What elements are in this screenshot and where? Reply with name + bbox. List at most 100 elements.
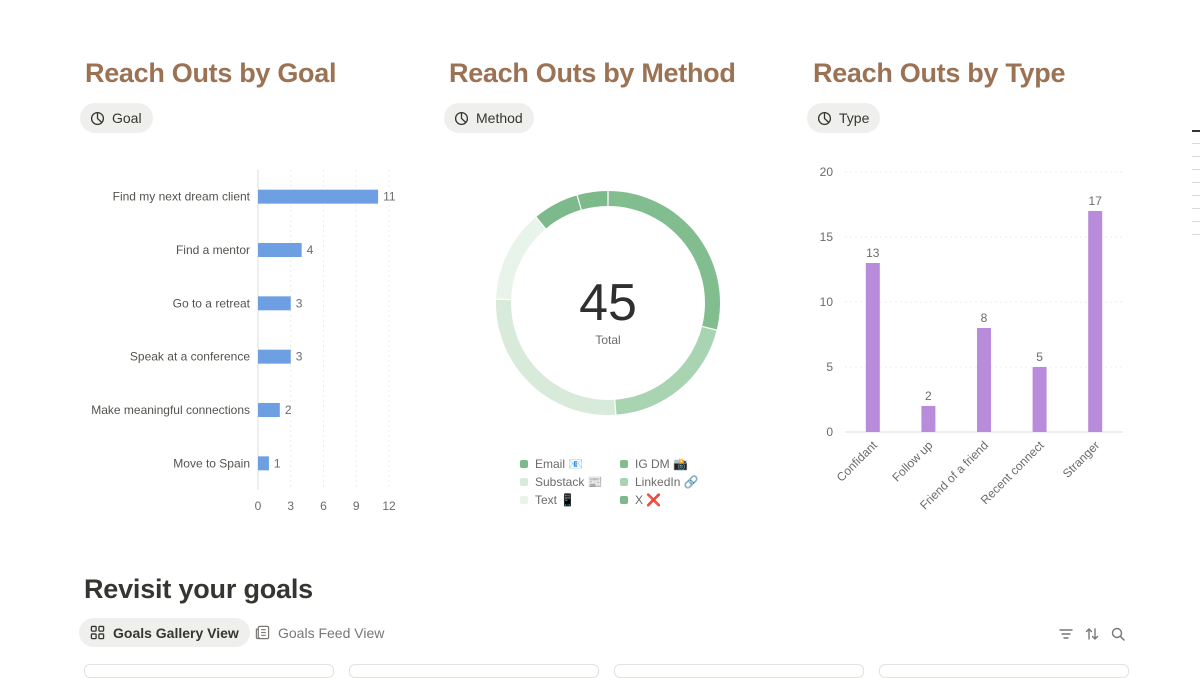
method-legend: Email 📧 IG DM 📸 Substack 📰 LinkedIn 🔗 Te…: [520, 457, 730, 507]
data-label: 13: [866, 246, 880, 260]
revisit-goals-heading: Revisit your goals: [84, 574, 313, 604]
outline-line: [1192, 182, 1200, 183]
y-tick-label: 0: [826, 425, 833, 439]
goal-chart-title: Reach Outs by Goal: [85, 58, 337, 88]
donut-slice: [608, 191, 720, 330]
legend-item: Email 📧: [520, 457, 620, 471]
outline-line: [1192, 195, 1200, 196]
search-icon[interactable]: [1110, 626, 1126, 642]
type-view-chip[interactable]: Type: [807, 103, 881, 133]
data-label: 1: [274, 456, 281, 470]
filter-icon[interactable]: [1058, 626, 1074, 642]
tab-goals-feed-view[interactable]: Goals Feed View: [244, 618, 395, 647]
bar: [1088, 211, 1103, 432]
data-label: 3: [296, 296, 303, 310]
pie-chart-icon: [90, 111, 105, 125]
goal-gallery-card[interactable]: [84, 664, 334, 678]
bar: [1032, 367, 1047, 432]
legend-item: LinkedIn 🔗: [620, 475, 720, 489]
sort-icon[interactable]: [1084, 626, 1100, 642]
donut-slice: [536, 195, 581, 229]
bar: [865, 263, 880, 432]
outline-line: [1192, 169, 1200, 170]
legend-swatch: [520, 460, 528, 468]
goal-view-chip[interactable]: Goal: [80, 103, 153, 133]
donut-slice: [496, 299, 616, 415]
goal-gallery-card[interactable]: [614, 664, 864, 678]
x-tick-label: 3: [287, 499, 294, 513]
x-tick-label: 12: [382, 499, 396, 513]
outline-line: [1192, 221, 1200, 222]
legend-label: Substack 📰: [535, 475, 603, 489]
data-label: 8: [981, 311, 988, 325]
outline-line-active: [1192, 130, 1200, 132]
donut-slice: [496, 217, 546, 300]
bar: [258, 349, 291, 364]
legend-swatch: [620, 478, 628, 486]
legend-label: Text 📱: [535, 493, 576, 507]
data-label: 2: [285, 403, 292, 417]
y-tick-label: Find my next dream client: [113, 190, 251, 204]
outline-line: [1192, 234, 1200, 235]
y-tick-label: 5: [826, 360, 833, 374]
x-tick-label: 6: [320, 499, 327, 513]
bar: [977, 328, 991, 432]
bar: [258, 403, 280, 417]
y-tick-label: Speak at a conference: [130, 350, 250, 364]
tab-goals-gallery-view[interactable]: Goals Gallery View: [79, 618, 250, 647]
x-tick-label: Stranger: [1060, 438, 1102, 480]
x-tick-label: Confidant: [834, 438, 881, 485]
y-tick-label: 20: [820, 165, 834, 179]
legend-swatch: [520, 478, 528, 486]
method-view-label: Method: [476, 110, 523, 126]
gallery-icon: [90, 625, 105, 640]
y-tick-label: Go to a retreat: [173, 296, 251, 310]
feed-icon: [255, 625, 270, 640]
legend-swatch: [520, 496, 528, 504]
y-tick-label: Find a mentor: [176, 243, 250, 257]
data-label: 3: [296, 350, 303, 364]
pie-chart-icon: [817, 111, 832, 125]
data-label: 5: [1036, 350, 1043, 364]
legend-item: Substack 📰: [520, 475, 620, 489]
tab-label: Goals Gallery View: [113, 624, 239, 641]
legend-label: X ❌: [635, 493, 662, 507]
legend-swatch: [620, 460, 628, 468]
donut-slice: [577, 191, 608, 210]
bar: [258, 456, 269, 471]
bar: [921, 406, 936, 432]
outline-line: [1192, 156, 1200, 157]
method-chart-title: Reach Outs by Method: [449, 58, 736, 88]
legend-item: Text 📱: [520, 493, 620, 507]
legend-label: IG DM 📸: [635, 457, 688, 471]
goal-gallery-card[interactable]: [879, 664, 1129, 678]
donut-total-value: 45: [579, 274, 637, 332]
legend-label: Email 📧: [535, 457, 584, 471]
type-chart-title: Reach Outs by Type: [813, 58, 1066, 88]
data-label: 11: [383, 190, 396, 204]
x-tick-label: Follow up: [889, 438, 935, 484]
x-tick-label: 9: [353, 499, 360, 513]
legend-swatch: [620, 496, 628, 504]
method-view-chip[interactable]: Method: [444, 103, 534, 133]
legend-item: X ❌: [620, 493, 720, 507]
y-tick-label: 10: [820, 295, 834, 309]
goal-gallery-card[interactable]: [349, 664, 599, 678]
y-tick-label: Make meaningful connections: [91, 403, 250, 417]
pie-chart-icon: [454, 111, 469, 125]
y-tick-label: 15: [820, 230, 834, 244]
data-label: 4: [307, 243, 314, 257]
data-label: 17: [1089, 194, 1103, 208]
tab-label: Goals Feed View: [278, 624, 385, 641]
y-tick-label: Move to Spain: [173, 456, 250, 470]
bar: [258, 243, 302, 257]
legend-label: LinkedIn 🔗: [635, 475, 699, 489]
donut-slice: [615, 327, 717, 415]
data-label: 2: [925, 389, 932, 403]
legend-item: IG DM 📸: [620, 457, 720, 471]
x-tick-label: 0: [255, 499, 262, 513]
bar: [258, 296, 291, 311]
